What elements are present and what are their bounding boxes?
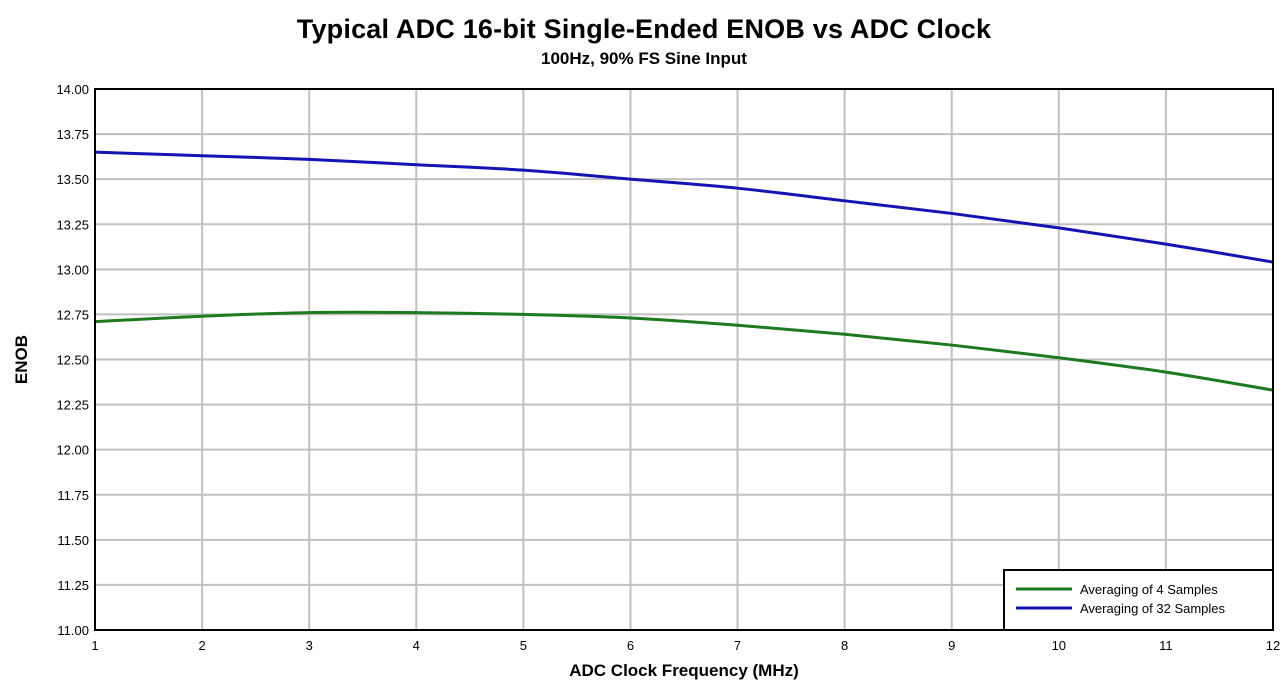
x-tick-label: 5 xyxy=(520,638,527,653)
x-tick-labels: 1 2 3 4 5 6 7 8 9 10 11 12 xyxy=(91,638,1280,653)
y-tick-label: 11.50 xyxy=(57,533,89,548)
y-tick-label: 11.00 xyxy=(57,623,89,638)
plot-frame xyxy=(94,88,1274,631)
y-tick-label: 13.50 xyxy=(56,172,89,187)
chart-subtitle: 100Hz, 90% FS Sine Input xyxy=(541,49,747,68)
x-tick-label: 11 xyxy=(1159,638,1173,653)
x-tick-label: 7 xyxy=(734,638,741,653)
legend-box xyxy=(1003,569,1274,631)
x-tick-label: 8 xyxy=(841,638,848,653)
x-tick-label: 4 xyxy=(413,638,420,653)
y-axis-label: ENOB xyxy=(12,335,31,384)
y-tick-label: 14.00 xyxy=(56,82,89,97)
x-tick-label: 6 xyxy=(627,638,634,653)
y-tick-label: 13.25 xyxy=(56,217,89,232)
y-tick-label: 12.75 xyxy=(56,307,89,322)
x-axis-label: ADC Clock Frequency (MHz) xyxy=(569,661,799,680)
legend-label: Averaging of 4 Samples xyxy=(1080,582,1218,597)
y-tick-label: 11.25 xyxy=(57,578,89,593)
legend: Averaging of 4 Samples Averaging of 32 Sa… xyxy=(1003,569,1274,631)
legend-label: Averaging of 32 Samples xyxy=(1080,601,1226,616)
y-tick-labels: 11.00 11.25 11.50 11.75 12.00 12.25 12.50 12.75… xyxy=(56,82,89,638)
y-tick-label: 12.25 xyxy=(56,398,89,413)
series-layer xyxy=(94,150,1274,392)
x-tick-label: 3 xyxy=(306,638,313,653)
x-tick-label: 9 xyxy=(948,638,955,653)
grid-lines xyxy=(94,88,1274,631)
x-tick-label: 2 xyxy=(198,638,205,653)
y-tick-label: 13.75 xyxy=(56,127,89,142)
x-tick-label: 12 xyxy=(1266,638,1280,653)
chart-title: Typical ADC 16-bit Single-Ended ENOB vs … xyxy=(296,14,992,44)
y-tick-label: 12.00 xyxy=(56,443,89,458)
x-tick-label: 1 xyxy=(91,638,98,653)
y-tick-label: 12.50 xyxy=(56,353,89,368)
series-line-averaging-4-samples xyxy=(94,310,1274,392)
x-tick-label: 10 xyxy=(1052,638,1066,653)
series-line-averaging-32-samples xyxy=(94,150,1274,264)
y-tick-label: 11.75 xyxy=(57,488,89,503)
y-tick-label: 13.00 xyxy=(56,262,89,277)
